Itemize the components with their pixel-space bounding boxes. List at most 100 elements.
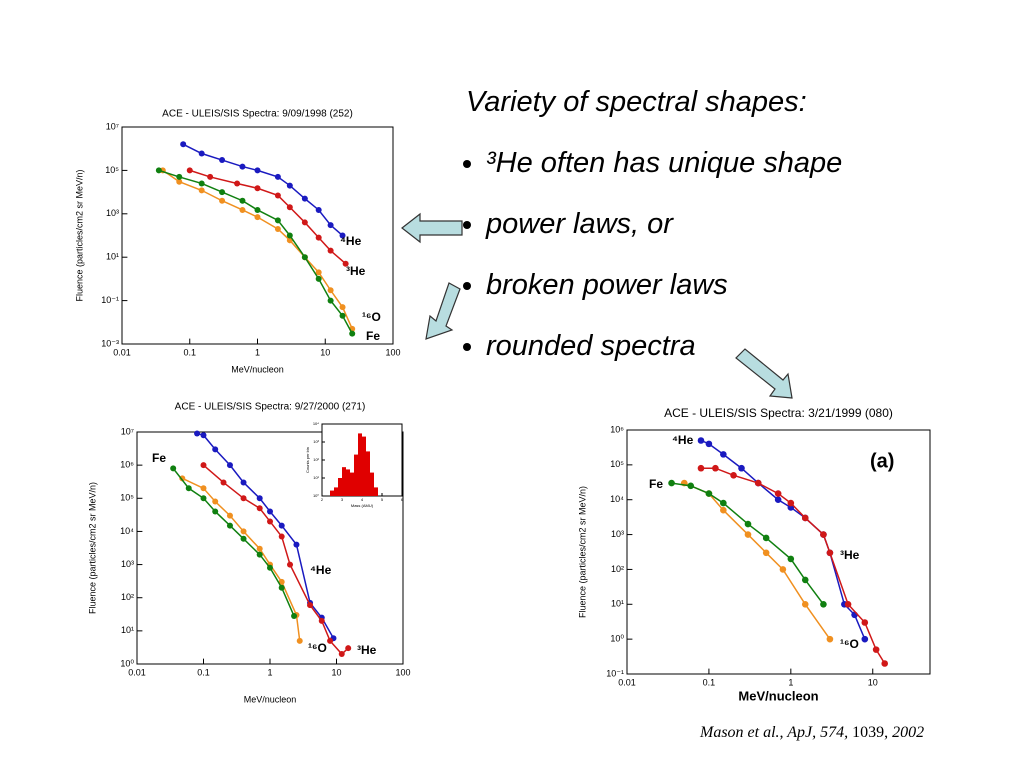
y-tick-label: 10² xyxy=(611,564,624,574)
histogram-bar xyxy=(330,490,334,496)
data-point xyxy=(687,482,695,490)
data-point xyxy=(697,437,705,444)
x-tick-label: 6 xyxy=(401,497,404,502)
data-point xyxy=(774,490,782,497)
data-point xyxy=(730,472,737,479)
x-tick-label: 1 xyxy=(267,667,272,677)
chart: ACE - ULEIS/SIS Spectra: 9/27/2000 (271)… xyxy=(87,402,410,705)
series-label: ⁴He xyxy=(340,234,362,248)
data-point xyxy=(170,465,177,472)
series-label: Fe xyxy=(649,477,663,491)
y-tick-label: 10² xyxy=(313,457,319,462)
data-point xyxy=(219,189,226,196)
plot-frame xyxy=(136,431,404,665)
data-point xyxy=(315,269,322,276)
series-label: ¹⁶O xyxy=(840,637,859,651)
series-label: ³He xyxy=(840,548,860,562)
series-line xyxy=(189,169,347,265)
x-tick-label: 0.1 xyxy=(197,667,210,677)
data-point xyxy=(198,180,205,187)
data-point xyxy=(179,475,186,482)
data-point xyxy=(200,462,207,469)
histogram-bar xyxy=(358,433,362,496)
data-point xyxy=(200,432,207,439)
data-point xyxy=(185,485,192,492)
data-point xyxy=(801,576,809,584)
data-point xyxy=(274,173,281,180)
data-point xyxy=(697,464,705,472)
data-point xyxy=(315,275,322,282)
y-tick-label: 10⁵ xyxy=(610,459,624,469)
data-point xyxy=(327,637,334,644)
histogram-bar xyxy=(362,436,366,496)
data-point xyxy=(267,564,273,571)
data-point xyxy=(762,534,770,542)
data-point xyxy=(754,479,762,487)
data-point xyxy=(339,312,346,319)
y-tick-label: 10⁶ xyxy=(610,424,624,434)
data-point xyxy=(240,535,247,542)
data-point xyxy=(176,173,183,180)
y-tick-label: 10⁷ xyxy=(106,121,119,131)
data-point xyxy=(240,495,247,502)
data-point xyxy=(256,551,263,558)
arrow xyxy=(735,348,793,399)
data-point xyxy=(787,499,795,507)
x-tick-label: 5 xyxy=(381,497,384,502)
y-tick-label: 10⁰ xyxy=(313,493,319,498)
data-point xyxy=(239,206,246,213)
x-tick-label: 4 xyxy=(361,497,364,502)
x-axis-label: MeV/nucleon xyxy=(244,694,297,704)
data-point xyxy=(278,584,285,591)
chart-title: ACE - ULEIS/SIS Spectra: 3/21/1999 (080) xyxy=(664,406,893,420)
y-tick-label: 10⁵ xyxy=(120,493,134,503)
y-tick-label: 10⁻¹ xyxy=(606,668,624,678)
data-point xyxy=(339,232,346,239)
plot-frame xyxy=(121,126,394,345)
data-point xyxy=(278,578,285,585)
data-point xyxy=(287,561,294,568)
data-point xyxy=(293,541,300,548)
x-tick-label: 10 xyxy=(868,677,878,687)
y-tick-label: 10³ xyxy=(121,559,134,569)
series-label: ³He xyxy=(357,643,377,657)
histogram-bar xyxy=(370,472,374,496)
histogram-bar xyxy=(342,467,346,496)
x-tick-label: 0.01 xyxy=(113,347,131,357)
x-tick-label: 0.01 xyxy=(618,677,636,687)
data-point xyxy=(801,514,809,522)
y-tick-label: 10⁵ xyxy=(105,165,119,175)
data-point xyxy=(256,505,263,512)
data-point xyxy=(339,304,346,311)
x-tick-label: 0.01 xyxy=(128,667,146,677)
data-point xyxy=(307,602,314,609)
arrows xyxy=(401,212,793,399)
histogram-bar xyxy=(354,454,358,496)
data-point xyxy=(286,182,293,189)
y-tick-label: 10⁻¹ xyxy=(101,295,119,305)
data-point xyxy=(254,214,261,221)
y-tick-label: 10⁴ xyxy=(313,421,319,426)
data-point xyxy=(315,234,322,241)
data-point xyxy=(198,187,205,194)
data-point xyxy=(226,462,233,469)
data-point xyxy=(720,506,727,514)
text-block: Variety of spectral shapes: ³He often ha… xyxy=(466,80,842,385)
data-point xyxy=(881,660,889,667)
y-tick-label: 10⁰ xyxy=(120,658,134,668)
data-point xyxy=(212,498,219,505)
data-point xyxy=(301,195,308,202)
data-point xyxy=(240,479,247,486)
data-point xyxy=(226,512,233,519)
data-point xyxy=(254,185,261,192)
y-tick-label: 10⁶ xyxy=(120,460,134,470)
data-point xyxy=(342,260,349,267)
y-tick-label: 10⁻³ xyxy=(101,338,119,348)
page: 1039, xyxy=(852,724,889,741)
data-point xyxy=(219,197,226,204)
data-point xyxy=(274,192,281,199)
x-tick-label: 1 xyxy=(255,347,260,357)
data-point xyxy=(200,485,207,492)
chart: ACE - ULEIS/SIS Spectra: 3/21/1999 (080)… xyxy=(577,406,931,703)
x-tick-label: 0.1 xyxy=(703,677,716,687)
